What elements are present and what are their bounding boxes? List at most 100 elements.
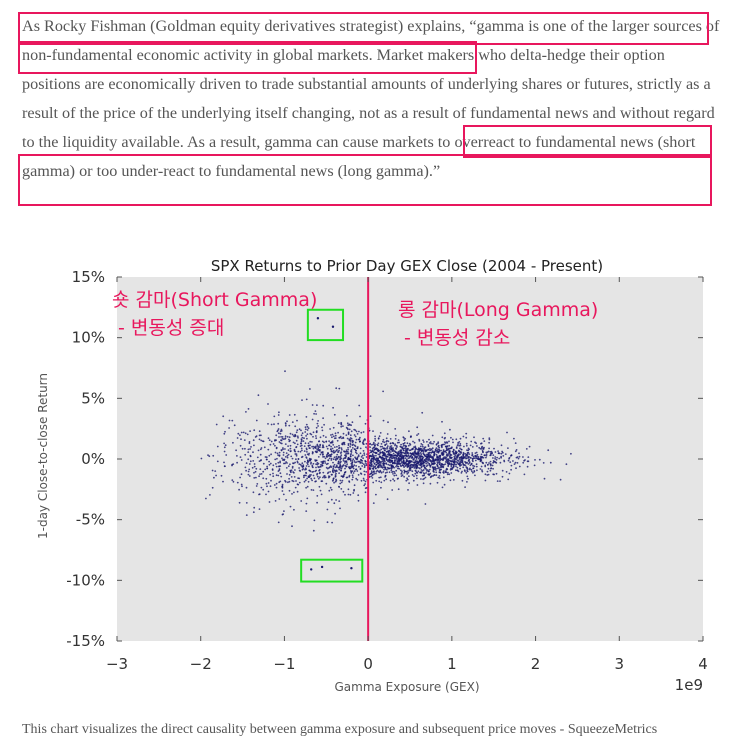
scatter-point — [317, 456, 320, 458]
scatter-point — [258, 430, 261, 433]
scatter-point — [274, 458, 277, 461]
scatter-point — [438, 475, 441, 477]
scatter-point — [420, 469, 423, 471]
scatter-point — [440, 449, 442, 452]
scatter-point — [476, 453, 479, 456]
scatter-point — [236, 481, 239, 484]
scatter-point — [488, 441, 490, 444]
scatter-point — [335, 455, 338, 458]
scatter-point — [396, 451, 398, 454]
scatter-point — [484, 454, 486, 457]
scatter-point — [265, 477, 268, 480]
scatter-point — [420, 449, 423, 451]
scatter-point — [465, 432, 468, 435]
scatter-point — [522, 461, 525, 464]
scatter-point — [399, 445, 402, 448]
scatter-point — [493, 460, 496, 463]
scatter-point — [402, 449, 405, 452]
scatter-point — [485, 454, 488, 457]
scatter-point — [289, 470, 292, 473]
scatter-point — [309, 470, 312, 473]
scatter-point — [267, 490, 270, 493]
scatter-point — [402, 443, 405, 445]
scatter-point — [412, 479, 415, 482]
scatter-point — [315, 413, 317, 415]
scatter-point — [390, 457, 393, 460]
scatter-point — [353, 434, 356, 436]
scatter-point — [394, 472, 396, 475]
scatter-point — [310, 461, 312, 464]
scatter-point — [513, 437, 515, 440]
scatter-point — [328, 440, 330, 442]
short-gamma-annotation: 숏 감마(Short Gamma) — [112, 289, 317, 311]
scatter-point — [547, 449, 550, 452]
short-gamma-annotation-sub: - 변동성 증대 — [112, 317, 224, 339]
scatter-point — [312, 451, 314, 454]
scatter-point — [425, 462, 428, 465]
scatter-point — [284, 456, 287, 458]
scatter-point — [347, 458, 349, 461]
scatter-point — [399, 449, 401, 452]
scatter-point — [257, 449, 260, 452]
scatter-point — [319, 444, 321, 447]
scatter-point — [303, 476, 305, 479]
scatter-point — [362, 457, 364, 460]
scatter-point — [241, 447, 244, 450]
scatter-point — [447, 462, 449, 465]
scatter-point — [476, 457, 479, 460]
scatter-point — [516, 462, 519, 464]
scatter-point — [430, 475, 433, 477]
scatter-point — [269, 443, 272, 446]
scatter-point — [339, 461, 342, 464]
scatter-point — [351, 441, 354, 444]
x-tick-label: 3 — [615, 655, 625, 673]
scatter-point — [326, 447, 329, 450]
scatter-point — [410, 463, 413, 466]
scatter-point — [313, 446, 316, 449]
scatter-point — [527, 460, 530, 463]
scatter-point — [342, 436, 345, 439]
scatter-point — [465, 442, 468, 445]
scatter-point — [499, 461, 502, 464]
scatter-point — [434, 459, 436, 461]
scatter-point — [347, 446, 349, 449]
scatter-point — [441, 446, 443, 449]
scatter-point — [275, 446, 278, 449]
scatter-point — [248, 441, 251, 443]
scatter-point — [288, 489, 291, 492]
scatter-point — [372, 441, 375, 444]
scatter-point — [374, 437, 376, 440]
scatter-point — [455, 438, 458, 441]
scatter-point — [400, 461, 403, 464]
scatter-point — [321, 464, 324, 467]
scatter-point — [374, 466, 376, 468]
scatter-point — [435, 443, 438, 446]
scatter-point — [249, 448, 252, 450]
scatter-point — [320, 461, 323, 463]
scatter-point — [267, 448, 270, 451]
scatter-point — [319, 453, 322, 456]
scatter-point — [484, 464, 487, 467]
scatter-point — [425, 468, 428, 471]
scatter-point — [245, 514, 248, 516]
scatter-point — [481, 456, 483, 459]
scatter-point — [383, 466, 386, 469]
scatter-point — [272, 443, 275, 445]
scatter-point — [272, 464, 275, 467]
scatter-point — [321, 480, 324, 482]
scatter-point — [464, 464, 467, 467]
scatter-point — [425, 460, 428, 463]
scatter-point — [471, 459, 474, 462]
scatter-point — [485, 461, 488, 464]
scatter-point — [347, 466, 350, 469]
scatter-point — [509, 455, 512, 457]
scatter-point — [253, 444, 255, 447]
scatter-point — [489, 464, 492, 467]
scatter-point — [295, 446, 298, 448]
scatter-point — [220, 474, 223, 477]
scatter-point — [303, 480, 306, 483]
scatter-point — [368, 475, 371, 478]
scatter-point — [534, 459, 536, 461]
scatter-point — [347, 448, 350, 451]
outlier-point — [331, 325, 335, 328]
